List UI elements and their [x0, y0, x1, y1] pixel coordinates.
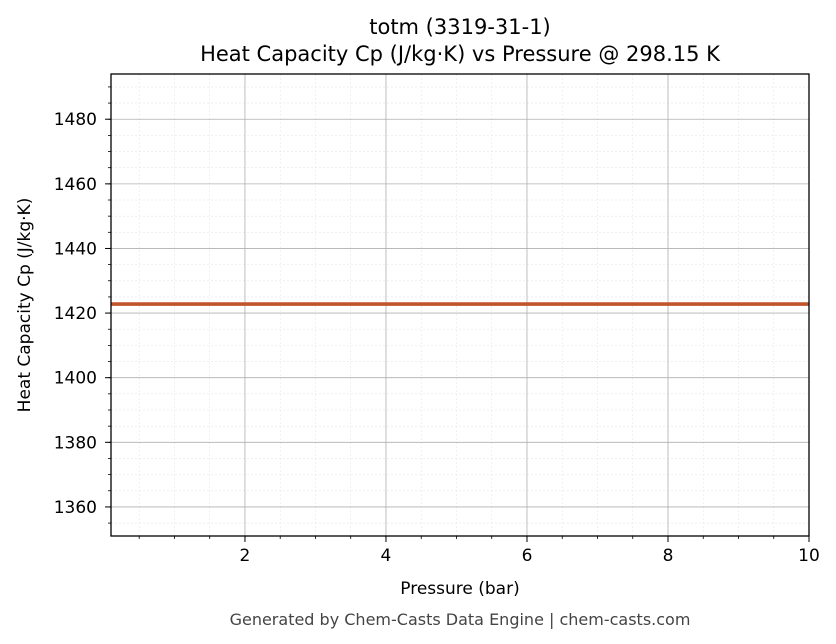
x-tick-label: 2: [240, 546, 251, 566]
x-tick-labels: 2 4 6 8 10: [240, 546, 820, 566]
footer-credit: Generated by Chem-Casts Data Engine | ch…: [230, 610, 691, 629]
x-tick-label: 6: [522, 546, 533, 566]
axis-ticks: [105, 86, 810, 542]
y-tick-label: 1400: [54, 369, 97, 389]
plot-frame: [110, 73, 810, 537]
y-tick-label: 1460: [54, 175, 97, 195]
x-tick-label: 10: [798, 546, 820, 566]
x-tick-label: 8: [663, 546, 674, 566]
y-axis-label: Heat Capacity Cp (J/kg·K): [15, 198, 35, 413]
x-axis-label: Pressure (bar): [400, 579, 519, 599]
chart-subtitle: Heat Capacity Cp (J/kg·K) vs Pressure @ …: [200, 42, 721, 66]
y-tick-labels: 1360 1380 1400 1420 1440 1460 1480: [54, 110, 97, 518]
y-tick-label: 1420: [54, 304, 97, 324]
x-tick-label: 4: [381, 546, 392, 566]
chart-title: totm (3319-31-1): [369, 15, 551, 39]
y-tick-label: 1360: [54, 498, 97, 518]
y-tick-label: 1480: [54, 110, 97, 130]
y-tick-label: 1440: [54, 239, 97, 259]
y-tick-label: 1380: [54, 433, 97, 453]
